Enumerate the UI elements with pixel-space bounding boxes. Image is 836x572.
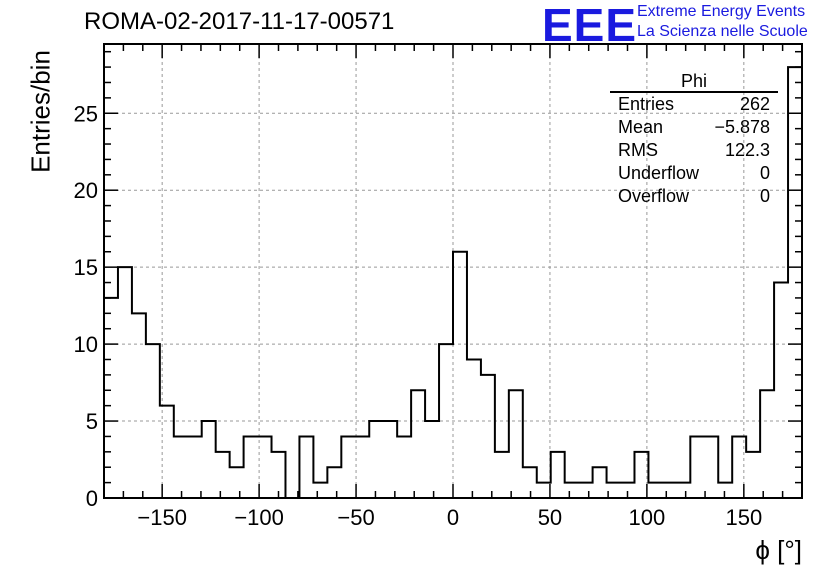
histogram-bin (579, 483, 593, 498)
tick-labels: −150 −100 −50 0 50 100 150 0 5 10 15 20 25 (74, 101, 763, 530)
histogram-bin (523, 467, 537, 498)
y-tick-label: 20 (74, 178, 98, 203)
stats-label: RMS (618, 140, 658, 160)
logo-caption-line2: La Scienza nelle Scuole (637, 23, 808, 40)
stats-value: −5.878 (714, 117, 770, 137)
stats-value: 122.3 (724, 140, 770, 160)
x-tick-label: −50 (337, 505, 374, 530)
histogram-bin (537, 483, 551, 498)
histogram-bin (104, 298, 118, 498)
histogram-bin (495, 452, 509, 498)
x-tick-label: −150 (137, 505, 187, 530)
histogram-bin (202, 421, 216, 498)
y-tick-label: 25 (74, 101, 98, 126)
stats-row: RMS 122.3 (610, 139, 778, 162)
eee-logo: EEE (542, 0, 638, 51)
x-tick-label: −100 (234, 505, 284, 530)
histogram-bin (369, 421, 383, 498)
histogram-bin (648, 483, 662, 498)
histogram-bin (397, 436, 411, 498)
histogram-bin (704, 436, 718, 498)
stats-label: Mean (618, 117, 664, 137)
stats-row: Entries 262 (610, 93, 778, 116)
y-tick-label: 10 (74, 332, 98, 357)
histogram-bin (216, 452, 230, 498)
stats-row: Overflow 0 (610, 185, 778, 208)
x-tick-label: 150 (725, 505, 762, 530)
histogram-bin (383, 421, 397, 498)
x-tick-label: 100 (629, 505, 666, 530)
stats-value: 262 (739, 94, 770, 114)
histogram-bin (327, 467, 341, 498)
histogram-bin (313, 483, 327, 498)
x-tick-label: 50 (538, 505, 562, 530)
histogram-bin (551, 452, 565, 498)
histogram-bin (244, 436, 258, 498)
histogram-bin (690, 436, 704, 498)
histogram-bin (188, 436, 202, 498)
stats-label: Underflow (618, 163, 700, 183)
histogram-bin (593, 467, 607, 498)
stats-value: 0 (759, 163, 770, 183)
x-tick-label: 0 (447, 505, 459, 530)
histogram-bin (760, 390, 774, 498)
stats-label: Overflow (618, 186, 690, 206)
histogram-bin (676, 483, 690, 498)
histogram-bin (774, 283, 788, 498)
histogram-bin (467, 359, 481, 498)
histogram-bin (174, 436, 188, 498)
x-axis-label: ϕ [°] (755, 535, 802, 565)
axis-ticks (104, 44, 802, 498)
stats-row: Underflow 0 (610, 162, 778, 185)
y-axis-label: Entries/bin (25, 50, 56, 173)
histogram-bin (481, 375, 495, 498)
histogram-bin (230, 467, 244, 498)
histogram-bin (718, 483, 732, 498)
histogram-bin (746, 452, 760, 498)
histogram-bin (509, 390, 523, 498)
histogram-bin (132, 313, 146, 498)
histogram-bin (299, 436, 313, 498)
histogram-bin (425, 421, 439, 498)
logo-caption-line1: Extreme Energy Events (637, 3, 806, 20)
plot-frame (103, 43, 803, 499)
histogram-outline (103, 66, 803, 499)
stats-label: Entries (618, 94, 675, 114)
histogram-bin (453, 252, 467, 498)
histogram-bin (118, 267, 132, 498)
chart-title: ROMA-02-2017-11-17-00571 (84, 8, 395, 35)
histogram-bin (662, 483, 676, 498)
histogram-bin (411, 390, 425, 498)
y-tick-label: 5 (86, 409, 98, 434)
histogram-bin (565, 483, 579, 498)
y-tick-label: 0 (86, 486, 98, 511)
stats-value: 0 (759, 186, 770, 206)
histogram-bin (355, 436, 369, 498)
y-tick-label: 15 (74, 255, 98, 280)
stats-title: Phi (610, 72, 778, 93)
stats-box: Phi Entries 262 Mean −5.878 RMS 122.3 Un… (610, 72, 778, 208)
stats-row: Mean −5.878 (610, 116, 778, 139)
histogram-bin (341, 436, 355, 498)
